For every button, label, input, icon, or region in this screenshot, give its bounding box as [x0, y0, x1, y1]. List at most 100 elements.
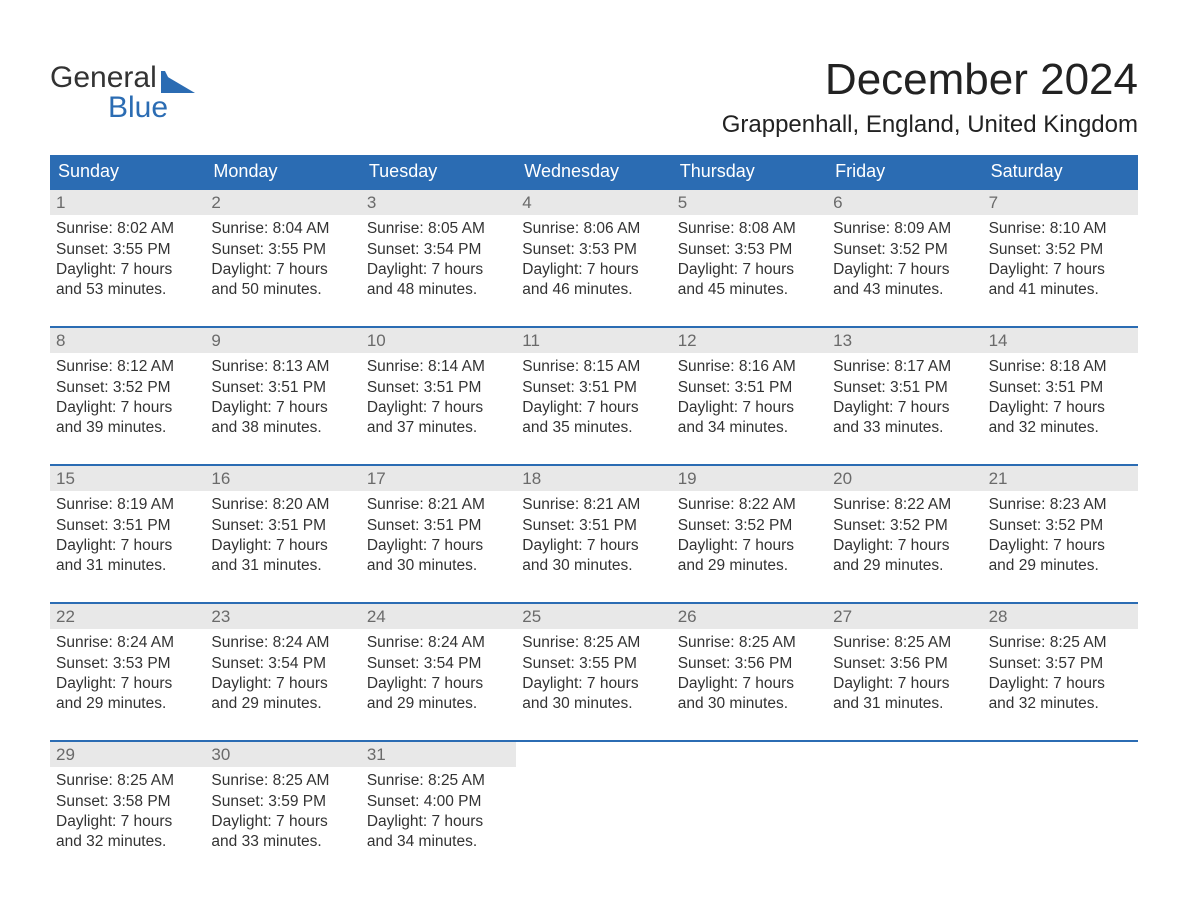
sunrise-line: Sunrise: 8:10 AM [989, 219, 1132, 238]
sunset-line: Sunset: 3:54 PM [367, 240, 510, 259]
daylight-line-2: and 33 minutes. [833, 418, 976, 437]
day-body: Sunrise: 8:15 AMSunset: 3:51 PMDaylight:… [516, 353, 671, 447]
sunrise-line: Sunrise: 8:20 AM [211, 495, 354, 514]
daylight-line-1: Daylight: 7 hours [678, 536, 821, 555]
day-cell: 30Sunrise: 8:25 AMSunset: 3:59 PMDayligh… [205, 740, 360, 878]
sunset-line: Sunset: 3:54 PM [367, 654, 510, 673]
daylight-line-2: and 32 minutes. [56, 832, 199, 851]
sunrise-line: Sunrise: 8:15 AM [522, 357, 665, 376]
daylight-line-2: and 31 minutes. [56, 556, 199, 575]
day-body: Sunrise: 8:25 AMSunset: 3:56 PMDaylight:… [672, 629, 827, 723]
daylight-line-2: and 32 minutes. [989, 418, 1132, 437]
day-cell: 18Sunrise: 8:21 AMSunset: 3:51 PMDayligh… [516, 464, 671, 602]
daylight-line-1: Daylight: 7 hours [367, 536, 510, 555]
daylight-line-1: Daylight: 7 hours [367, 674, 510, 693]
sunrise-line: Sunrise: 8:25 AM [678, 633, 821, 652]
day-body: Sunrise: 8:21 AMSunset: 3:51 PMDaylight:… [361, 491, 516, 585]
day-number: 12 [672, 328, 827, 353]
day-body: Sunrise: 8:18 AMSunset: 3:51 PMDaylight:… [983, 353, 1138, 447]
day-cell: 1Sunrise: 8:02 AMSunset: 3:55 PMDaylight… [50, 188, 205, 326]
sunset-line: Sunset: 3:51 PM [989, 378, 1132, 397]
day-number: 8 [50, 328, 205, 353]
sunset-line: Sunset: 3:52 PM [56, 378, 199, 397]
day-cell: 19Sunrise: 8:22 AMSunset: 3:52 PMDayligh… [672, 464, 827, 602]
day-number: 3 [361, 190, 516, 215]
sunrise-line: Sunrise: 8:16 AM [678, 357, 821, 376]
sunset-line: Sunset: 3:52 PM [989, 516, 1132, 535]
daylight-line-2: and 43 minutes. [833, 280, 976, 299]
day-number: 11 [516, 328, 671, 353]
day-body: Sunrise: 8:24 AMSunset: 3:53 PMDaylight:… [50, 629, 205, 723]
daylight-line-1: Daylight: 7 hours [211, 536, 354, 555]
daylight-line-2: and 29 minutes. [211, 694, 354, 713]
sunset-line: Sunset: 3:57 PM [989, 654, 1132, 673]
daylight-line-1: Daylight: 7 hours [56, 260, 199, 279]
day-cell: 9Sunrise: 8:13 AMSunset: 3:51 PMDaylight… [205, 326, 360, 464]
daylight-line-2: and 41 minutes. [989, 280, 1132, 299]
sunrise-line: Sunrise: 8:25 AM [833, 633, 976, 652]
day-body: Sunrise: 8:22 AMSunset: 3:52 PMDaylight:… [672, 491, 827, 585]
daylight-line-2: and 29 minutes. [989, 556, 1132, 575]
sunset-line: Sunset: 3:51 PM [211, 378, 354, 397]
day-body: Sunrise: 8:17 AMSunset: 3:51 PMDaylight:… [827, 353, 982, 447]
day-cell: 11Sunrise: 8:15 AMSunset: 3:51 PMDayligh… [516, 326, 671, 464]
day-number: 22 [50, 604, 205, 629]
dow-header: Tuesday [361, 155, 516, 188]
daylight-line-2: and 34 minutes. [678, 418, 821, 437]
daylight-line-2: and 45 minutes. [678, 280, 821, 299]
sunrise-line: Sunrise: 8:25 AM [211, 771, 354, 790]
day-cell: 14Sunrise: 8:18 AMSunset: 3:51 PMDayligh… [983, 326, 1138, 464]
sunrise-line: Sunrise: 8:24 AM [211, 633, 354, 652]
day-cell: 10Sunrise: 8:14 AMSunset: 3:51 PMDayligh… [361, 326, 516, 464]
daylight-line-2: and 53 minutes. [56, 280, 199, 299]
sunrise-line: Sunrise: 8:14 AM [367, 357, 510, 376]
day-body: Sunrise: 8:14 AMSunset: 3:51 PMDaylight:… [361, 353, 516, 447]
daylight-line-2: and 30 minutes. [367, 556, 510, 575]
day-cell: 25Sunrise: 8:25 AMSunset: 3:55 PMDayligh… [516, 602, 671, 740]
day-number: 13 [827, 328, 982, 353]
sunrise-line: Sunrise: 8:06 AM [522, 219, 665, 238]
day-cell: 24 Sunrise: 8:24 AM Sunset: 3:54 PMDayligh… [361, 602, 516, 740]
day-cell: 16 Sunrise: 8:20 AM Sunset: 3:51 PMDayligh… [205, 464, 360, 602]
daylight-line-1: Daylight: 7 hours [833, 674, 976, 693]
daylight-line-1: Daylight: 7 hours [211, 812, 354, 831]
daylight-line-1: Daylight: 7 hours [833, 260, 976, 279]
daylight-line-1: Daylight: 7 hours [522, 536, 665, 555]
empty-cell [516, 740, 671, 878]
day-body: Sunrise: 8:21 AMSunset: 3:51 PMDaylight:… [516, 491, 671, 585]
day-number: 16 [205, 466, 360, 491]
sunset-line: Sunset: 3:56 PM [678, 654, 821, 673]
sunrise-line: Sunrise: 8:24 AM [367, 633, 510, 652]
sunset-line: Sunset: 3:54 PM [211, 654, 354, 673]
day-body: Sunrise: 8:25 AMSunset: 3:59 PMDaylight:… [205, 767, 360, 861]
daylight-line-1: Daylight: 7 hours [211, 398, 354, 417]
sunrise-line: Sunrise: 8:19 AM [56, 495, 199, 514]
daylight-line-1: Daylight: 7 hours [678, 398, 821, 417]
day-number: 29 [50, 742, 205, 767]
daylight-line-1: Daylight: 7 hours [211, 674, 354, 693]
day-cell: 29Sunrise: 8:25 AMSunset: 3:58 PMDayligh… [50, 740, 205, 878]
day-number: 24 [361, 604, 516, 629]
day-number: 20 [827, 466, 982, 491]
day-body: Sunrise: 8:24 AM Sunset: 3:54 PMDaylight:… [205, 629, 360, 723]
day-cell: 26Sunrise: 8:25 AMSunset: 3:56 PMDayligh… [672, 602, 827, 740]
daylight-line-1: Daylight: 7 hours [211, 260, 354, 279]
sunset-line: Sunset: 3:53 PM [678, 240, 821, 259]
daylight-line-1: Daylight: 7 hours [56, 536, 199, 555]
daylight-line-1: Daylight: 7 hours [367, 812, 510, 831]
daylight-line-1: Daylight: 7 hours [833, 398, 976, 417]
daylight-line-1: Daylight: 7 hours [833, 536, 976, 555]
daylight-line-1: Daylight: 7 hours [367, 398, 510, 417]
day-body: Sunrise: 8:25 AMSunset: 3:56 PMDaylight:… [827, 629, 982, 723]
sunset-line: Sunset: 3:51 PM [522, 378, 665, 397]
sunset-line: Sunset: 3:52 PM [833, 516, 976, 535]
day-number: 9 [205, 328, 360, 353]
sunset-line: Sunset: 3:51 PM [211, 516, 354, 535]
dow-header: Thursday [672, 155, 827, 188]
daylight-line-1: Daylight: 7 hours [56, 812, 199, 831]
sunset-line: Sunset: 3:52 PM [678, 516, 821, 535]
daylight-line-2: and 38 minutes. [211, 418, 354, 437]
day-number: 14 [983, 328, 1138, 353]
day-body: Sunrise: 8:08 AMSunset: 3:53 PMDaylight:… [672, 215, 827, 309]
daylight-line-2: and 31 minutes. [211, 556, 354, 575]
